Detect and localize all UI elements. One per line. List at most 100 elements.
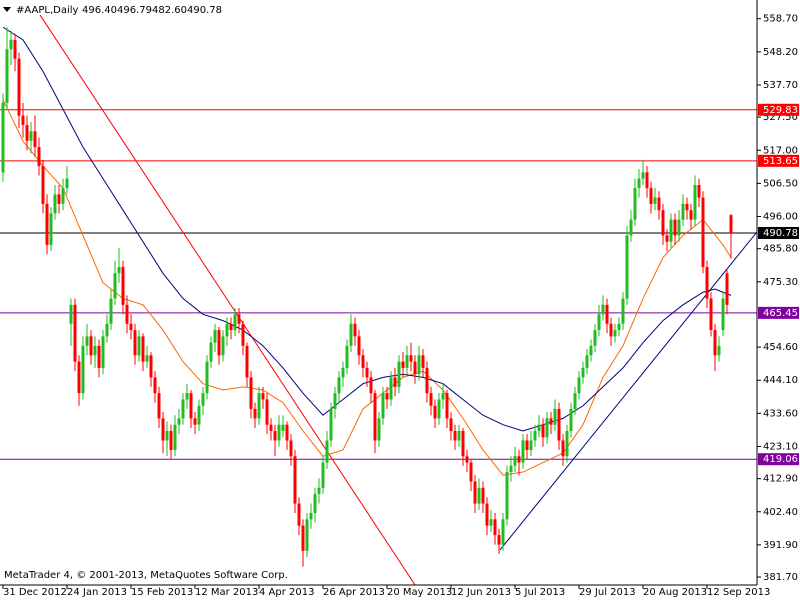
candle-body: [725, 273, 729, 305]
candle-body: [441, 393, 445, 400]
candle-body: [213, 330, 217, 343]
candle-body: [237, 314, 241, 324]
candle-body: [401, 361, 405, 368]
candle-body: [421, 355, 425, 368]
menu-arrow[interactable]: [3, 7, 11, 12]
candle-body: [673, 219, 677, 236]
level-label-box: [758, 103, 799, 116]
candle-body: [357, 336, 361, 356]
candle-body: [121, 266, 125, 305]
candle-body: [449, 418, 453, 432]
candle-body: [305, 519, 309, 551]
y-tick-label: 454.60: [763, 342, 798, 353]
candle-body: [85, 336, 89, 346]
candle-body: [601, 304, 605, 315]
candle-body: [589, 345, 593, 356]
y-tick-label: 423.10: [763, 441, 798, 452]
x-tick-label: 26 Apr 2013: [323, 587, 385, 598]
candle-body: [153, 377, 157, 394]
candle-body: [149, 355, 153, 378]
candle-body: [473, 481, 477, 504]
candle-body: [417, 355, 421, 375]
candle-body: [269, 424, 273, 432]
candle-body: [529, 440, 533, 450]
candle-body: [281, 424, 285, 432]
level-label: 465.45: [763, 308, 798, 319]
candle-body: [597, 314, 601, 331]
y-tick-label: 402.40: [763, 507, 798, 518]
candle-body: [173, 424, 177, 450]
candle-body: [569, 408, 573, 432]
candle-body: [377, 418, 381, 441]
candle-body: [17, 58, 21, 116]
candle-body: [609, 323, 613, 337]
candle-body: [553, 408, 557, 425]
candle-body: [389, 377, 393, 400]
candle-body: [189, 393, 193, 419]
y-tick-label: 517.00: [763, 145, 798, 156]
ohlc-close: 490.78: [187, 5, 222, 16]
candle-body: [653, 197, 657, 204]
y-tick-label: 496.00: [763, 212, 798, 223]
candle-body: [317, 487, 321, 495]
candle-body: [633, 188, 637, 220]
candle-body: [381, 393, 385, 419]
candle-body: [613, 330, 617, 337]
candle-body: [669, 219, 673, 242]
y-tick-label: 433.60: [763, 408, 798, 419]
candle-body: [457, 431, 461, 441]
candle-body: [57, 194, 61, 204]
candle-body: [181, 399, 185, 419]
candle-body: [145, 355, 149, 362]
candle-body: [209, 342, 213, 362]
candle-body: [301, 525, 305, 551]
candle-body: [549, 418, 553, 425]
candle-body: [241, 323, 245, 346]
candle-body: [649, 188, 653, 204]
candle-body: [641, 172, 645, 179]
y-tick-label: 381.70: [763, 572, 798, 583]
candle-body: [9, 39, 13, 50]
candle-body: [101, 336, 105, 368]
candle-body: [477, 487, 481, 504]
candle-body: [45, 203, 49, 245]
candle-body: [625, 235, 629, 299]
candle-body: [113, 273, 117, 299]
candle-body: [697, 184, 701, 198]
candle-body: [37, 147, 41, 167]
candle-body: [461, 431, 465, 457]
candle-body: [293, 456, 297, 504]
candle-body: [537, 424, 541, 432]
candle-body: [485, 503, 489, 526]
y-tick-label: 475.30: [763, 277, 798, 288]
candle-body: [581, 367, 585, 378]
candle-body: [313, 494, 317, 514]
level-label-box: [758, 306, 799, 319]
candle-body: [521, 440, 525, 463]
candle-body: [273, 431, 277, 441]
candle-body: [21, 115, 25, 126]
candle-body: [353, 323, 357, 337]
candle-body: [257, 393, 261, 419]
candle-body: [693, 184, 697, 220]
moving-average: [2, 26, 732, 432]
candle-body: [429, 393, 433, 406]
candle-body: [137, 336, 141, 356]
trend-line: [499, 231, 757, 551]
x-tick-label: 20 May 2013: [387, 587, 452, 598]
candle-body: [713, 330, 717, 356]
candle-body: [349, 323, 353, 346]
candle-body: [685, 203, 689, 211]
candle-body: [225, 323, 229, 337]
candle-body: [629, 219, 633, 236]
candle-body: [525, 440, 529, 450]
y-tick-label: 558.70: [763, 14, 798, 25]
candle-body: [265, 399, 269, 425]
candle-body: [253, 408, 257, 419]
candle-body: [413, 361, 417, 375]
ohlc-high: 496.79: [117, 5, 152, 16]
candle-body: [133, 330, 137, 356]
candle-body: [709, 298, 713, 331]
